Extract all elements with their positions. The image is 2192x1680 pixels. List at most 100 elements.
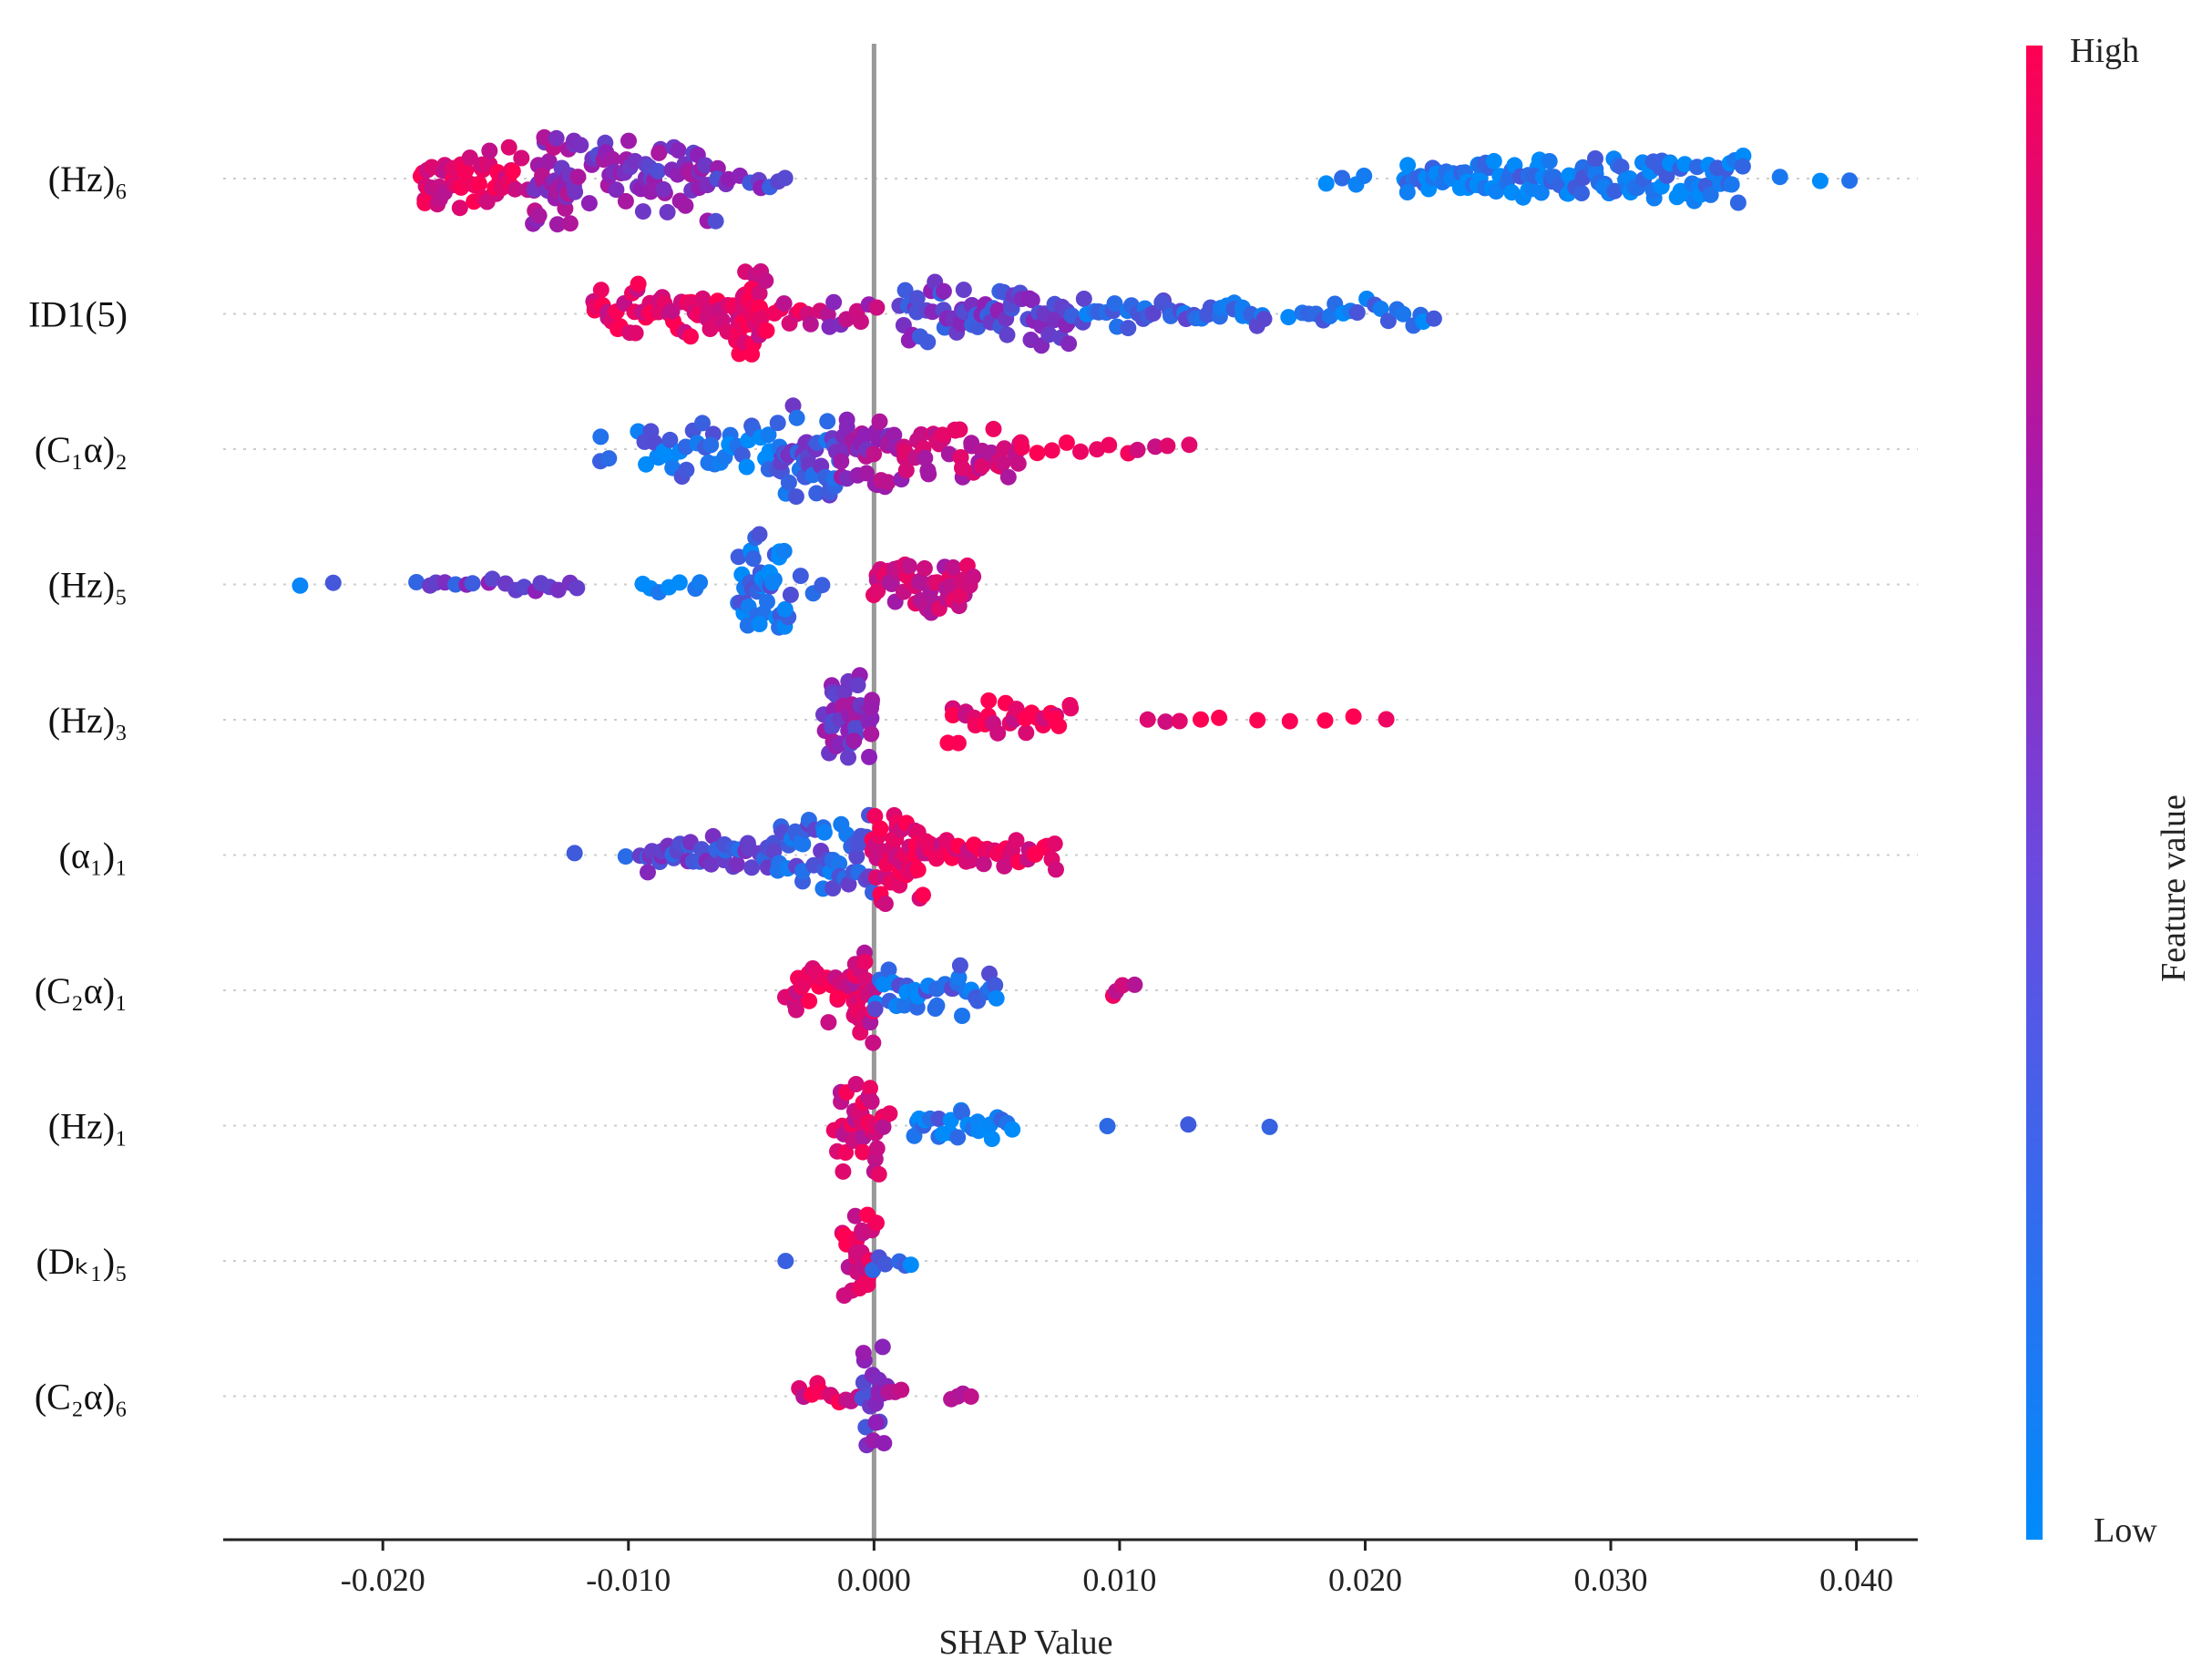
shap-point [1316,712,1334,729]
shap-point [753,310,770,327]
shap-point [1157,713,1174,731]
shap-point [728,855,745,873]
shap-point [861,748,877,765]
shap-point [866,446,883,463]
shap-point [951,587,968,604]
shap-point [704,827,722,845]
x-tick-label: -0.010 [586,1562,671,1598]
shap-point [760,426,777,444]
shap-point [1398,184,1416,200]
shap-point [983,1131,1000,1147]
shap-point [1399,157,1417,174]
shap-point [944,707,961,723]
shap-point [863,700,879,717]
shap-point [831,855,848,872]
shap-point [1771,169,1788,186]
feature-label-0: (Hz)₆ [48,159,128,200]
shap-point [872,820,889,837]
shap-point [1043,442,1060,459]
shap-point [792,835,809,852]
shap-point [1013,439,1030,456]
shap-point [627,324,644,342]
shap-point [846,1207,864,1224]
shap-point [819,306,836,323]
shap-point [847,1076,865,1092]
shap-point [862,1080,878,1097]
shap-point [1841,172,1859,190]
feature-label-6: (C₂α)₁ [35,970,128,1011]
shap-point [592,282,609,299]
shap-point [1734,158,1751,175]
shap-point [504,162,521,179]
shap-point [568,579,586,597]
shap-point [852,313,869,330]
shap-point [1018,724,1035,742]
shap-point [763,574,781,591]
shap-point [659,203,676,220]
shap-point [1114,977,1131,994]
shap-point [1048,861,1064,878]
shap-point [1532,184,1550,201]
shap-point [1811,172,1828,190]
shap-point [751,526,768,543]
shap-point [951,421,968,438]
beeswarm-points [292,128,1859,1454]
shap-point [530,207,548,224]
feature-label-3: (Hz)₅ [48,565,128,606]
shap-point [1180,1116,1197,1133]
shap-point [1139,711,1156,728]
shap-point [792,568,809,585]
feature-label-8: (Dₖ₁)₅ [36,1241,128,1282]
shap-point [758,322,775,339]
shap-point [572,137,589,154]
shap-point [694,415,711,432]
shap-point [1587,150,1603,167]
x-tick-label: 0.030 [1574,1562,1648,1598]
shap-point [292,577,309,594]
shap-point [985,420,1002,437]
shap-point [608,181,625,199]
feature-label-4: (Hz)₃ [48,700,128,741]
shap-point [600,450,618,467]
shap-point [1008,832,1025,849]
shap-point [1348,304,1366,321]
shap-point [935,282,952,300]
shap-point [1023,292,1040,309]
shap-point [880,961,897,978]
shap-point [1147,438,1164,456]
shap-point [1676,156,1694,173]
shap-point [863,725,880,743]
shap-point [1485,152,1502,169]
shap-point [630,275,647,292]
shap-point [855,1345,872,1362]
shap-point [507,180,524,198]
shap-point [661,431,679,448]
shap-point [1425,310,1442,327]
shap-point [849,677,866,694]
shap-point [1106,295,1123,312]
shap-point [787,488,804,506]
shap-point [1379,312,1397,330]
shap-point [707,212,724,230]
shap-point [408,574,425,590]
shap-point [549,581,567,599]
shap-point [1099,1118,1116,1134]
shap-point [876,1435,893,1452]
shap-point [1573,185,1590,201]
shap-point [776,169,794,187]
shap-point [875,1118,892,1135]
shap-point [1171,712,1188,730]
shap-point [670,142,687,159]
shap-point [874,1338,891,1356]
shap-point [945,558,962,576]
shap-point [1129,441,1146,458]
x-tick-label: 0.010 [1082,1562,1156,1598]
shap-point [1255,311,1273,328]
shap-point [994,455,1011,472]
shap-point [999,326,1016,343]
shap-point [1060,335,1078,353]
shap-point [1050,717,1068,734]
shap-point [1606,182,1624,200]
shap-point [461,149,478,167]
shap-point [757,272,774,290]
